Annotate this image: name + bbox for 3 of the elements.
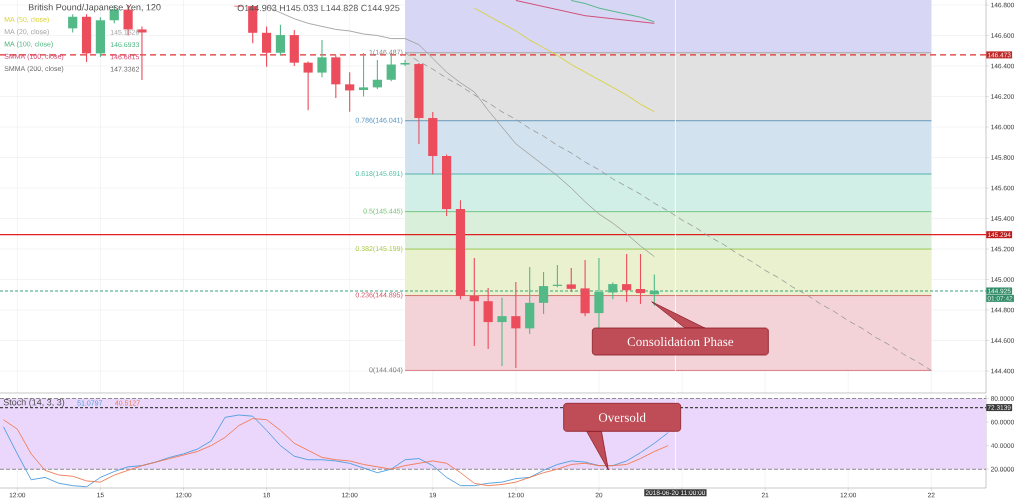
chart-title: Stoch (14, 3, 3)	[3, 398, 65, 408]
annotation: Consolidation Phase	[627, 336, 734, 347]
annotation: Oversold	[598, 412, 646, 422]
